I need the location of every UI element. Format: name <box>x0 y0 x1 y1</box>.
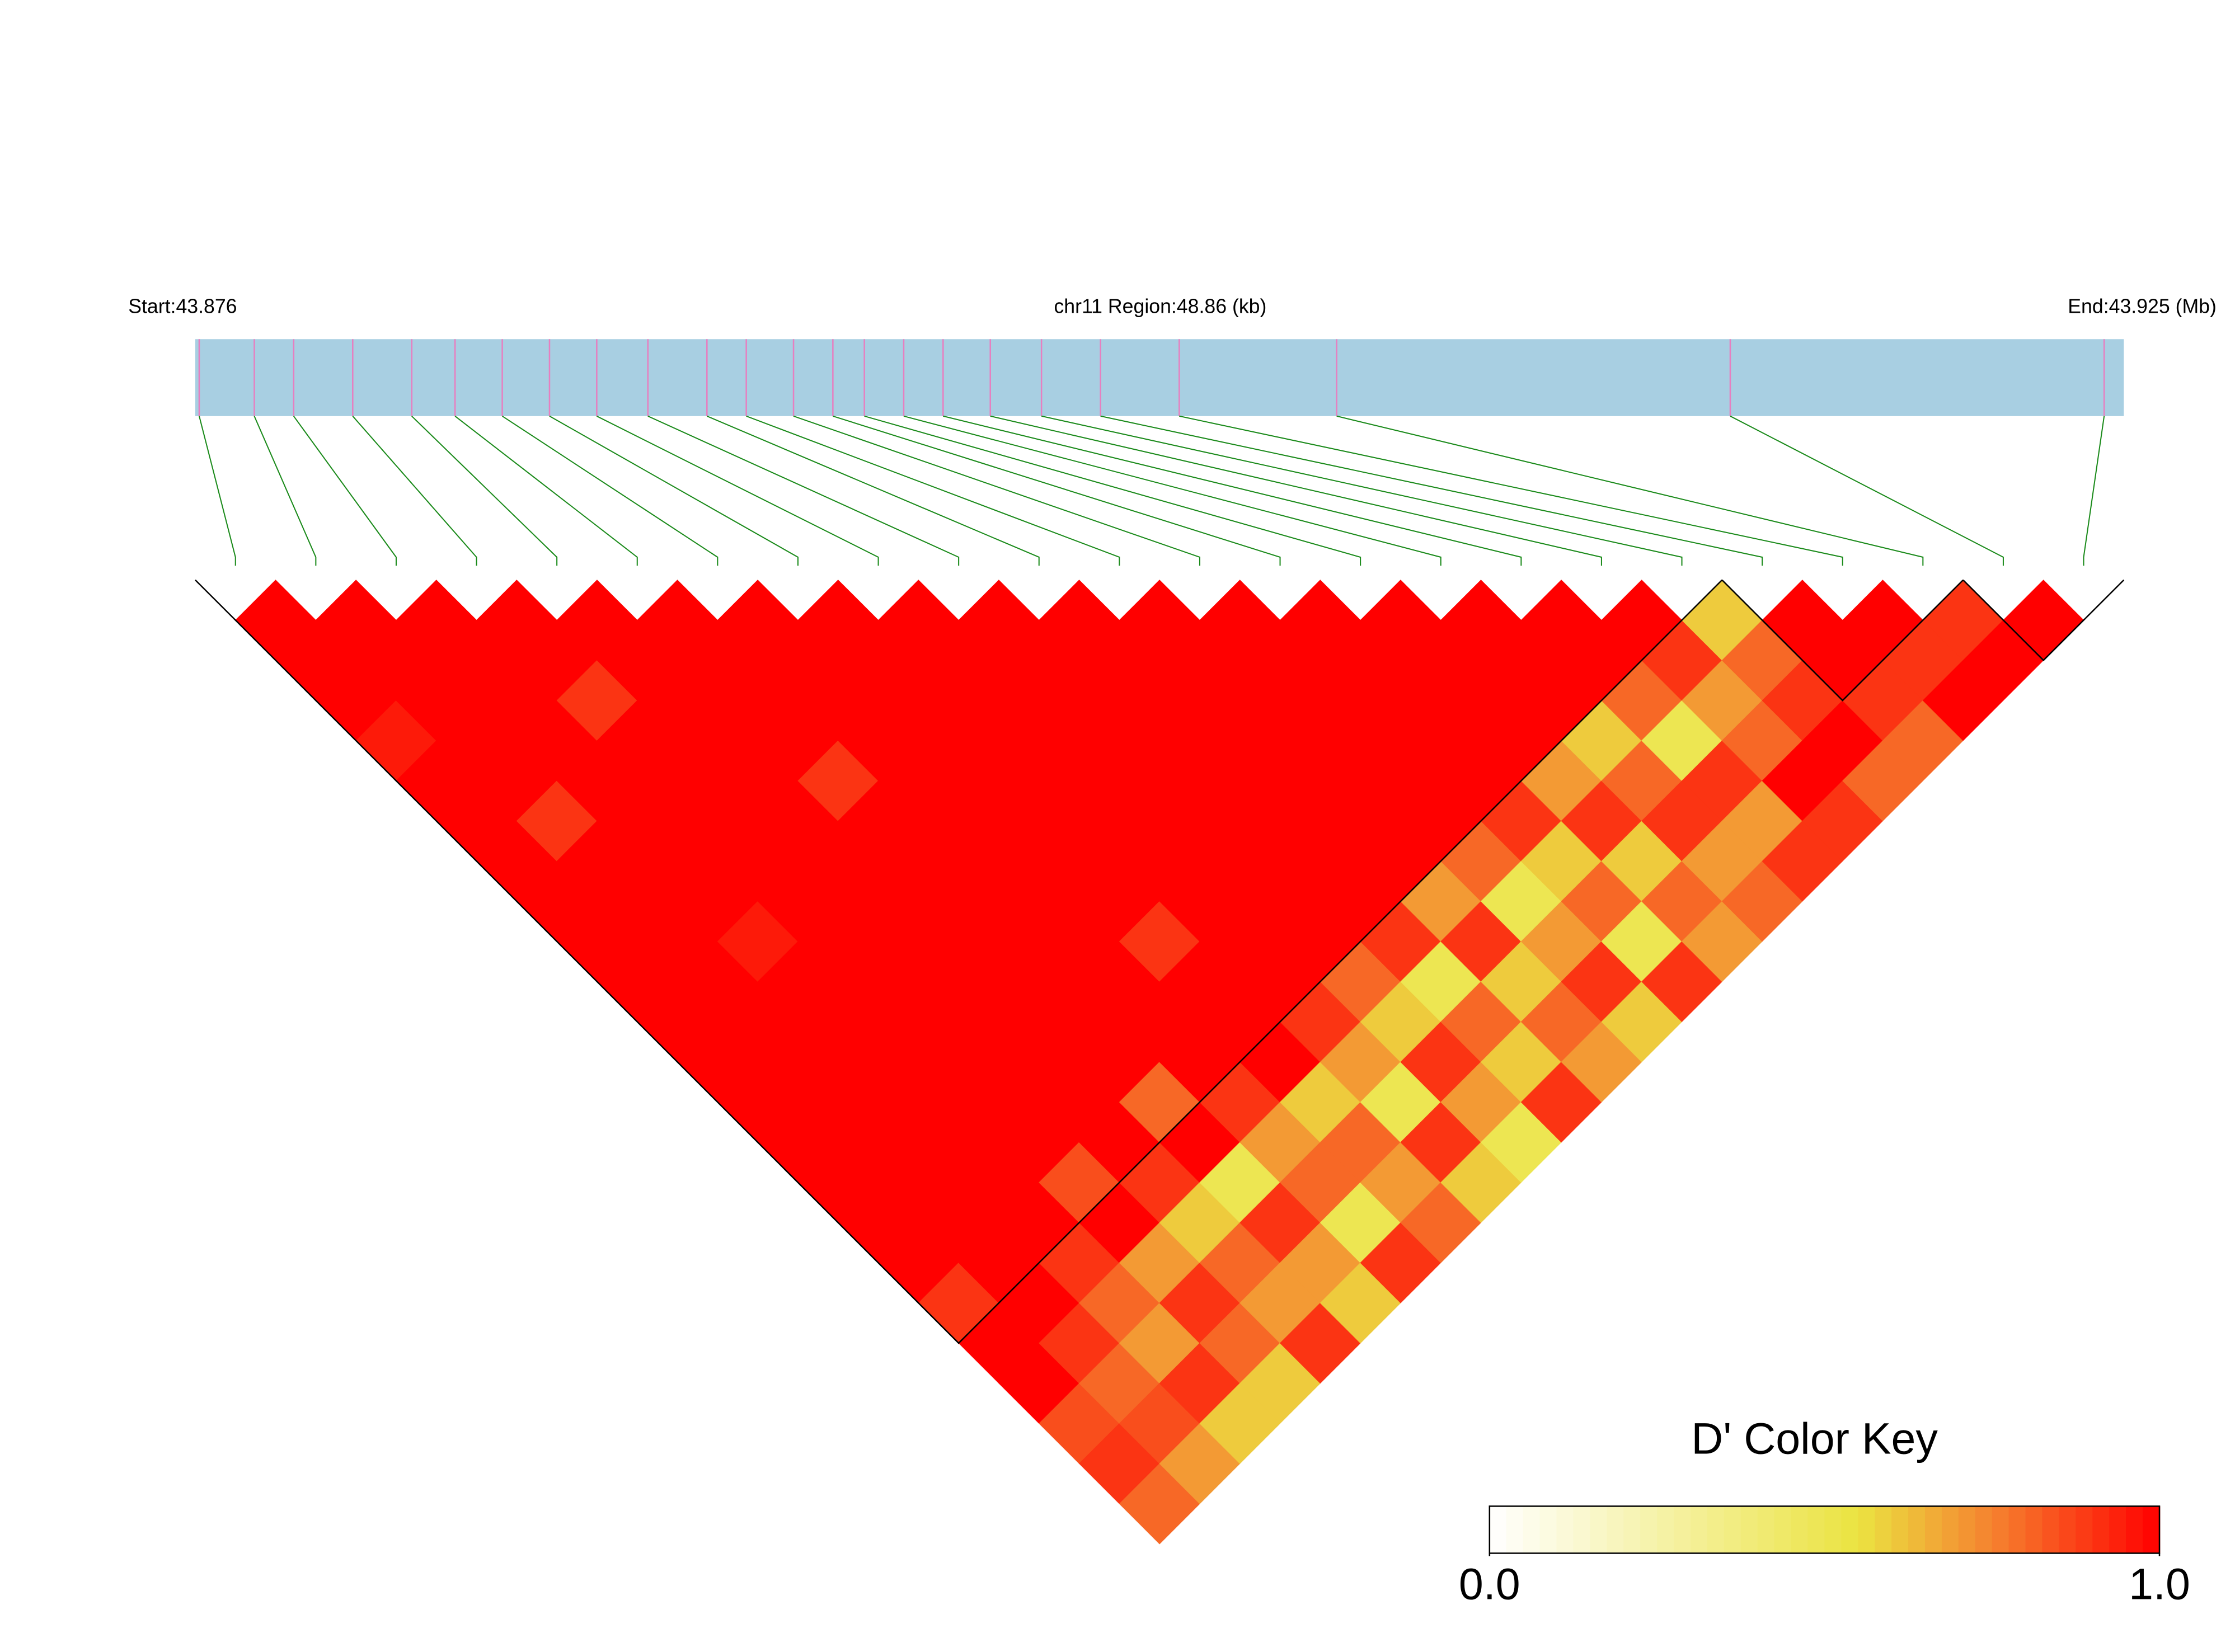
key-frame <box>1489 1505 2161 1554</box>
snp-link <box>253 416 317 566</box>
snp-link <box>596 415 879 566</box>
snp-link <box>2083 416 2105 566</box>
snp-link <box>1336 415 1924 566</box>
key-swatch <box>2109 1506 2127 1554</box>
key-swatch <box>1941 1506 1960 1554</box>
key-swatch <box>2126 1506 2144 1554</box>
key-swatch <box>2042 1506 2060 1554</box>
snp-link <box>1730 415 2004 566</box>
key-swatch <box>1539 1506 1557 1554</box>
snp-link <box>352 416 477 566</box>
ld-block <box>1721 579 1964 702</box>
key-swatch <box>1891 1506 1909 1554</box>
snp-link <box>833 415 1281 566</box>
key-swatch <box>1924 1506 1943 1554</box>
key-swatch <box>1724 1506 1742 1554</box>
key-swatch <box>1807 1506 1825 1554</box>
ld-block <box>195 579 1723 1344</box>
key-swatch <box>1573 1506 1591 1554</box>
key-swatch <box>1707 1506 1725 1554</box>
key-swatch <box>1824 1506 1842 1554</box>
snp-link <box>549 415 799 566</box>
key-swatch <box>1640 1506 1658 1554</box>
ld-block <box>1962 579 2125 662</box>
snp-link <box>903 415 1442 566</box>
key-swatch <box>1774 1506 1792 1554</box>
key-swatch <box>1875 1506 1893 1554</box>
key-swatch <box>1757 1506 1775 1554</box>
key-swatch <box>1506 1506 1524 1554</box>
snp-bar <box>195 339 2124 416</box>
key-swatch <box>1992 1506 2009 1554</box>
key-swatch <box>1556 1506 1574 1554</box>
key-swatch <box>2025 1506 2043 1554</box>
key-tick-label: 0.0 <box>1459 1559 1520 1608</box>
key-swatch <box>2092 1506 2110 1554</box>
snp-link <box>1179 415 1843 566</box>
key-swatch <box>1657 1506 1675 1554</box>
key-swatch <box>1623 1506 1641 1554</box>
snp-link <box>990 415 1602 566</box>
region-label: chr11 Region:48.86 (kb) <box>1054 295 1266 318</box>
key-swatch <box>1791 1506 1809 1554</box>
key-swatch <box>1523 1506 1541 1554</box>
snp-link <box>199 416 236 566</box>
key-swatch <box>1607 1506 1624 1554</box>
snp-link <box>502 415 719 566</box>
snp-link <box>746 415 1120 566</box>
snp-link <box>864 415 1361 566</box>
snp-link <box>1041 415 1683 566</box>
key-swatch <box>1841 1506 1859 1554</box>
snp-link <box>793 415 1200 566</box>
start-label: Start:43.876 <box>128 295 237 318</box>
key-swatch <box>1740 1506 1758 1554</box>
key-swatch <box>1908 1506 1926 1554</box>
key-swatch <box>2143 1506 2161 1554</box>
snp-link <box>411 416 558 566</box>
key-swatch <box>2008 1506 2026 1554</box>
key-swatch <box>1975 1506 1993 1554</box>
snp-link <box>706 415 1040 566</box>
snp-link <box>1100 415 1763 566</box>
key-swatch <box>2059 1506 2077 1554</box>
key-swatch <box>2076 1506 2093 1554</box>
key-swatch <box>1674 1506 1692 1554</box>
snp-link <box>454 415 638 566</box>
snp-link <box>943 415 1522 566</box>
key-swatch <box>1590 1506 1608 1554</box>
key-swatch <box>1958 1506 1976 1554</box>
key-title: D' Color Key <box>1691 1414 1938 1463</box>
key-tick-label: 1.0 <box>2129 1559 2190 1608</box>
end-label: End:43.925 (Mb) <box>2068 295 2217 318</box>
key-swatch <box>1489 1506 1508 1554</box>
snp-link <box>293 416 397 566</box>
key-swatch <box>1858 1506 1876 1554</box>
snp-link <box>647 415 960 566</box>
key-swatch <box>1690 1506 1708 1554</box>
